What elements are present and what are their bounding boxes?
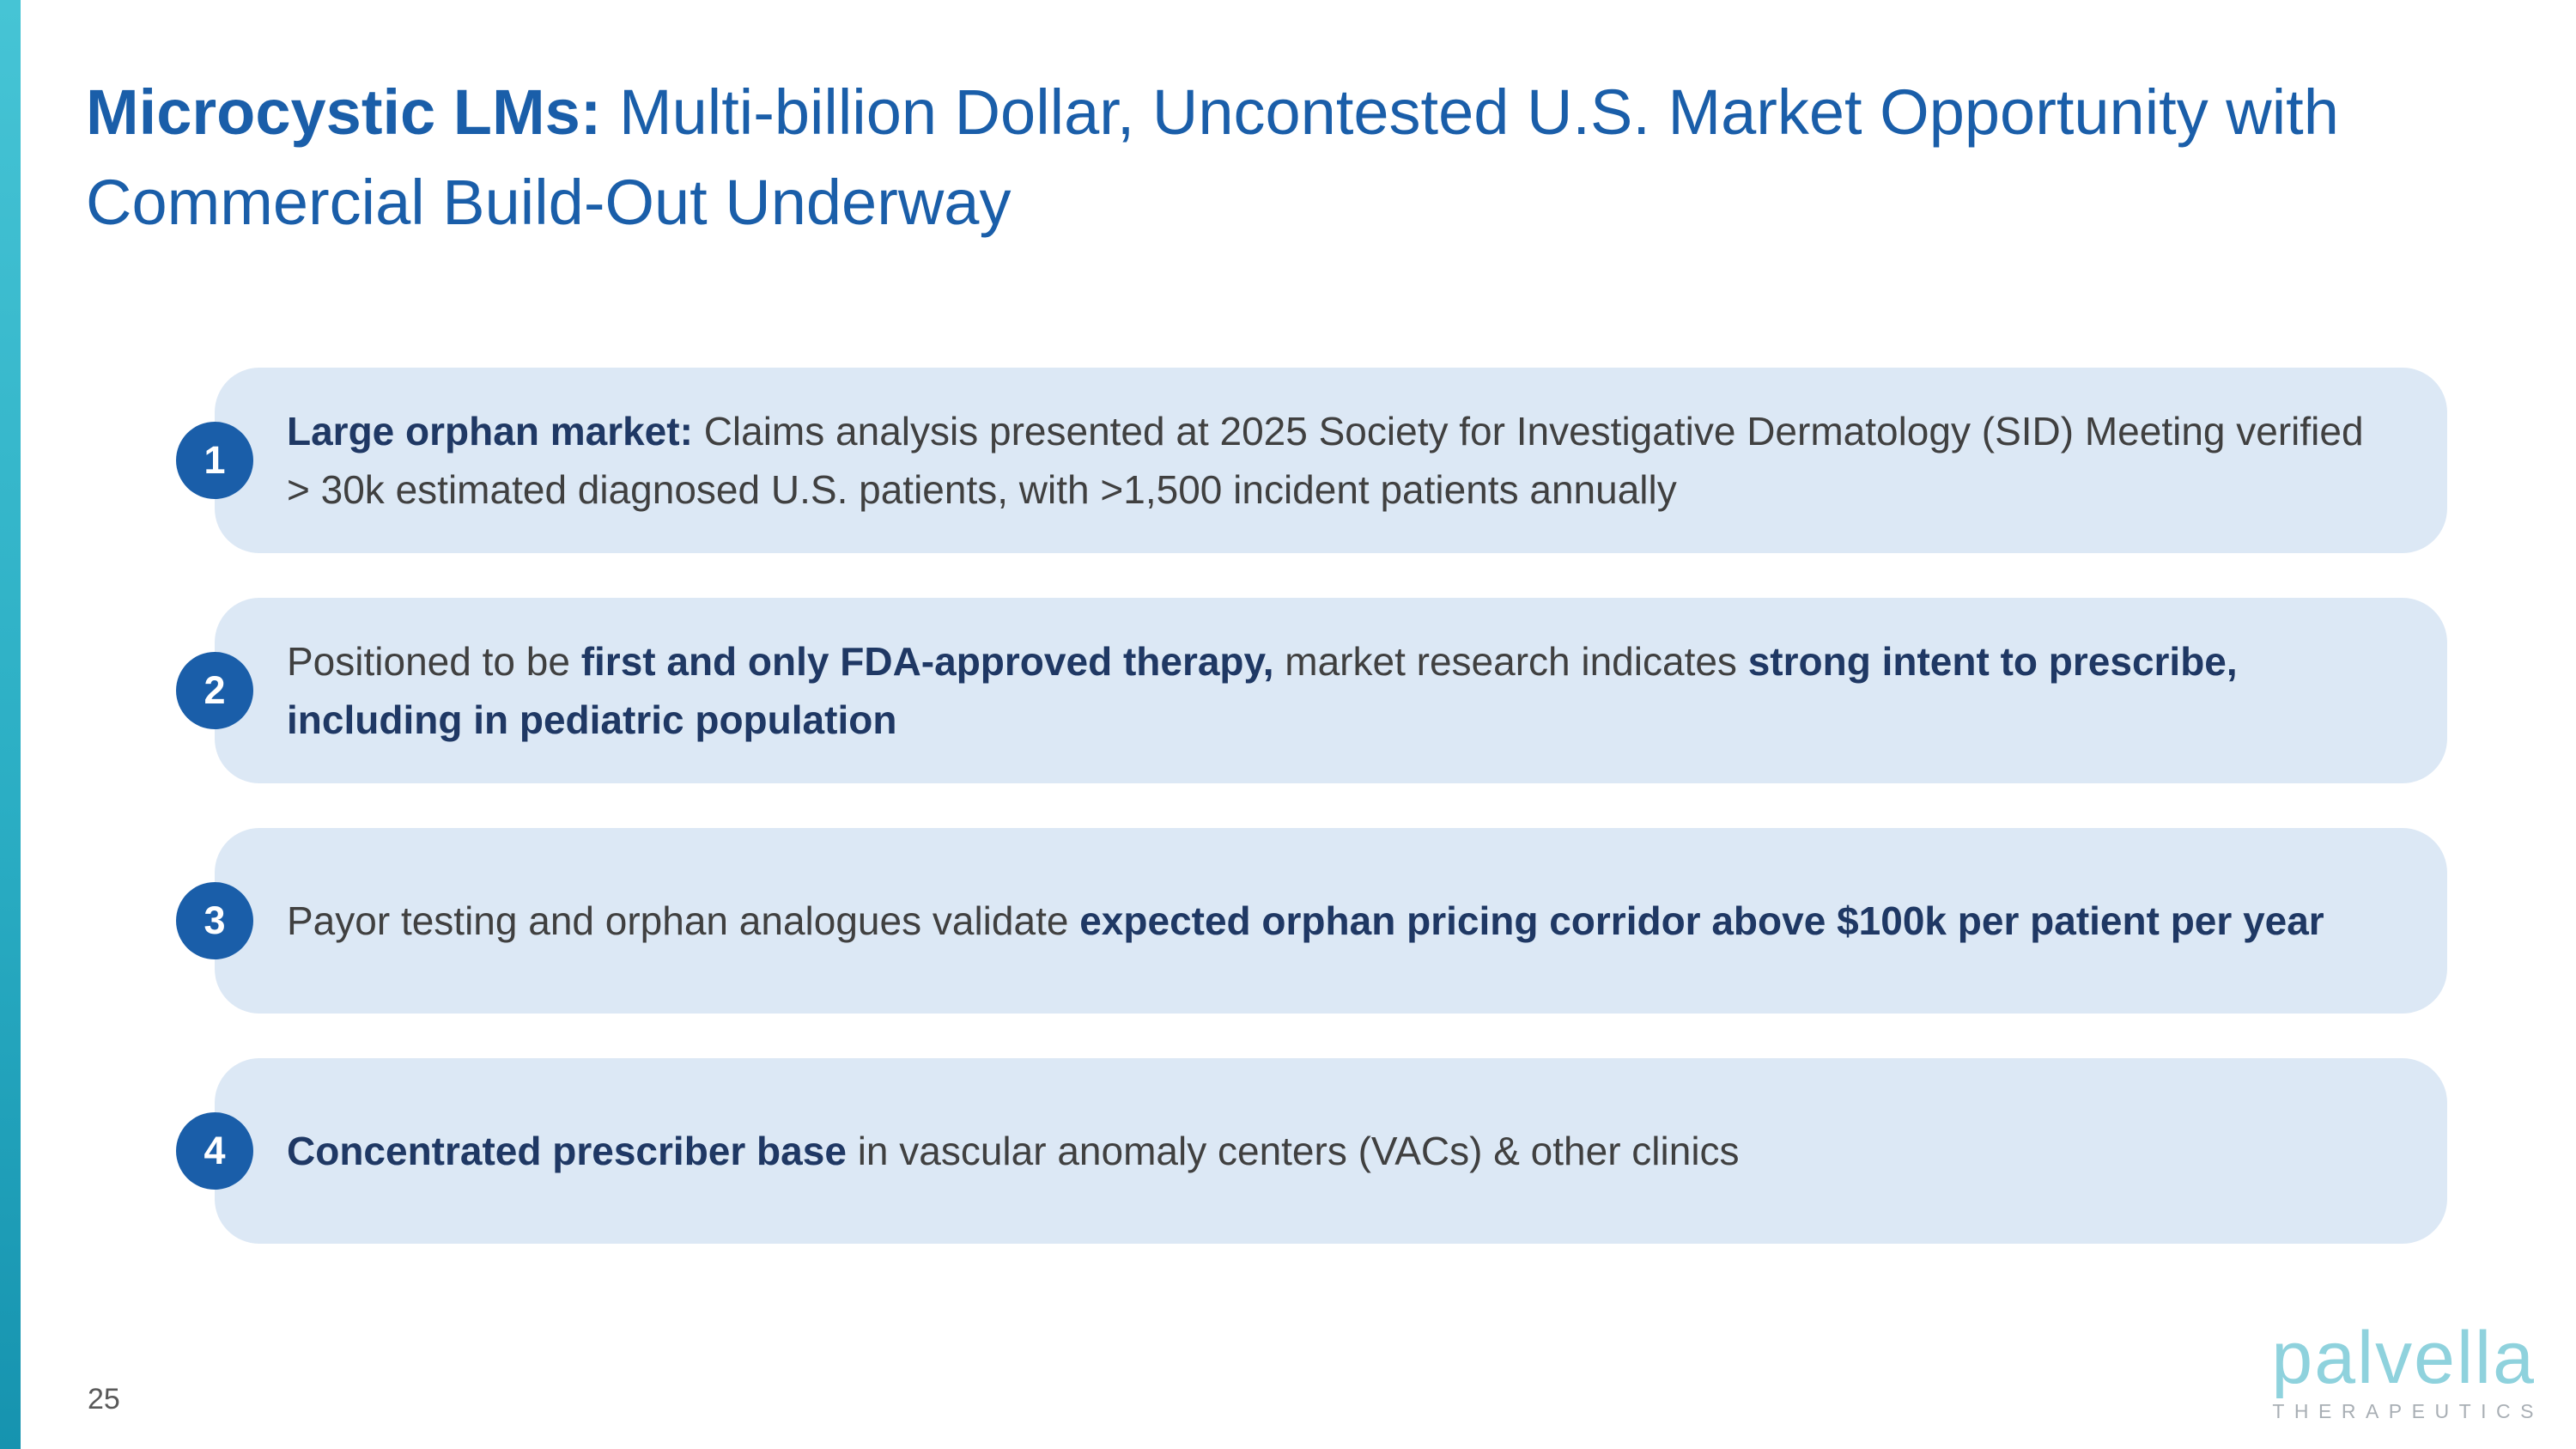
left-accent-stripe [0, 0, 21, 1449]
logo-subtitle: THERAPEUTICS [2272, 1400, 2543, 1422]
text-segment: strong intent to prescribe, including in… [287, 638, 2238, 742]
number-badge-2: 2 [176, 652, 253, 729]
slide-title-rest: Multi-billion Dollar, Uncontested U.S. M… [86, 76, 2339, 239]
key-point-card-1: 1 Large orphan market: Claims analysis p… [176, 368, 2447, 553]
logo-wordmark: palvella [2271, 1316, 2536, 1399]
number-badge-label: 1 [204, 438, 226, 482]
key-point-text-2: Positioned to be first and only FDA-appr… [287, 632, 2370, 749]
text-segment: in vascular anomaly centers (VACs) & oth… [857, 1128, 1740, 1173]
text-segment: Concentrated prescriber base [287, 1128, 858, 1173]
key-points-list: 1 Large orphan market: Claims analysis p… [176, 368, 2447, 1244]
number-badge-label: 2 [204, 668, 226, 712]
text-segment: Claims analysis presented at 2025 Societ… [287, 408, 2364, 512]
page-number: 25 [88, 1383, 120, 1416]
key-point-text-4: Concentrated prescriber base in vascular… [287, 1122, 1740, 1180]
number-badge-label: 4 [204, 1129, 226, 1172]
text-segment: market research indicates [1273, 638, 1748, 684]
key-point-card-3: 3 Payor testing and orphan analogues val… [176, 828, 2447, 1014]
key-point-text-3: Payor testing and orphan analogues valid… [287, 892, 2324, 950]
slide-title-lead: Microcystic LMs: [86, 76, 602, 148]
text-segment: expected orphan pricing corridor above $… [1079, 898, 2324, 943]
text-segment: Payor testing and orphan analogues valid… [287, 898, 1080, 943]
text-segment: first and only FDA-approved therapy, [580, 638, 1274, 684]
key-point-text-1: Large orphan market: Claims analysis pre… [287, 402, 2370, 519]
key-point-card-4: 4 Concentrated prescriber base in vascul… [176, 1058, 2447, 1244]
slide-title: Microcystic LMs: Multi-billion Dollar, U… [86, 67, 2473, 247]
number-badge-4: 4 [176, 1112, 253, 1190]
text-segment: Positioned to be [287, 638, 581, 684]
number-badge-label: 3 [204, 898, 226, 942]
palvella-logo: palvella THERAPEUTICS [2263, 1316, 2543, 1423]
number-badge-1: 1 [176, 422, 253, 499]
key-point-card-2: 2 Positioned to be first and only FDA-ap… [176, 598, 2447, 783]
text-segment: Large orphan market: [287, 408, 704, 454]
number-badge-3: 3 [176, 882, 253, 959]
